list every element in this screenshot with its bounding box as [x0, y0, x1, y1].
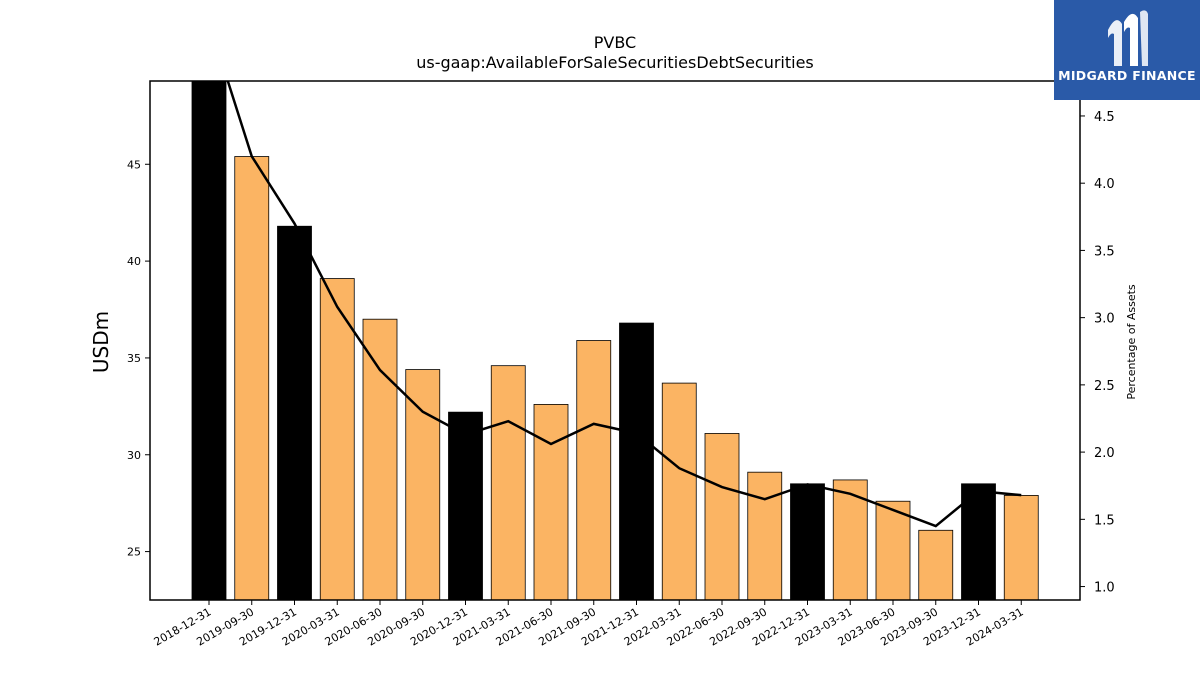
bar-2022-06-30: [704, 433, 740, 601]
bar-2022-03-31: [661, 382, 697, 601]
bar-2020-06-30: [362, 318, 398, 601]
y-tick-label: 45: [127, 158, 141, 171]
y2-tick-label: 3.5: [1094, 244, 1115, 259]
chart-title: PVBC: [594, 33, 636, 52]
x-ticks: 2018-12-312019-09-302019-12-312020-03-31…: [152, 600, 1026, 649]
y2-tick-label: 4.0: [1094, 177, 1115, 192]
y-tick-label: 35: [127, 352, 141, 365]
bar-2021-09-30: [576, 340, 612, 601]
brand-logo: MIDGARD FINANCE: [1054, 0, 1200, 100]
bar-2024-03-31: [1003, 495, 1039, 601]
bar-2019-12-31: [277, 225, 312, 601]
bar-2019-09-30: [234, 156, 270, 601]
bar-2020-12-31: [448, 411, 483, 601]
y-tick-label: 40: [127, 255, 141, 268]
y2-tick-label: 2.0: [1094, 446, 1115, 461]
midgard-logo-icon: [1108, 10, 1148, 66]
plot-frame: [149, 80, 1081, 601]
bar-2022-12-31: [790, 483, 825, 601]
chart-subtitle: us-gaap:AvailableForSaleSecuritiesDebtSe…: [416, 53, 814, 72]
y-tick-label: 25: [127, 546, 141, 559]
bar-2021-12-31: [619, 322, 654, 601]
y2-axis-label: Percentage of Assets: [1125, 284, 1138, 400]
bar-2023-09-30: [918, 529, 954, 601]
bar-2022-09-30: [747, 471, 783, 601]
y2-tick-label: 3.0: [1094, 312, 1115, 327]
y-axis-label: USDm: [89, 311, 113, 373]
line-group: [226, 81, 1022, 528]
y2-tick-label: 2.5: [1094, 379, 1115, 394]
y-ticks: 25 30 35 40 45: [127, 158, 150, 559]
bar-2020-03-31: [319, 278, 355, 601]
bar-2021-06-30: [533, 404, 569, 601]
bar-2021-03-31: [490, 365, 526, 601]
y2-tick-label: 1.5: [1094, 513, 1115, 528]
bar-2020-09-30: [405, 369, 441, 601]
bar-2023-03-31: [832, 479, 868, 601]
y2-tick-label: 1.0: [1094, 581, 1115, 596]
y-tick-label: 30: [127, 449, 141, 462]
ratio-line: [226, 81, 1022, 528]
brand-name: MIDGARD FINANCE: [1058, 68, 1196, 83]
y2-tick-label: 4.5: [1094, 110, 1115, 125]
bar-2023-12-31: [961, 483, 996, 601]
y2-ticks: 1.0 1.5 2.0 2.5 3.0 3.5 4.0 4.5: [1080, 110, 1115, 596]
bar-2023-06-30: [875, 500, 911, 601]
bar-2018-12-31: [191, 80, 227, 601]
bars-group: [191, 80, 1039, 601]
